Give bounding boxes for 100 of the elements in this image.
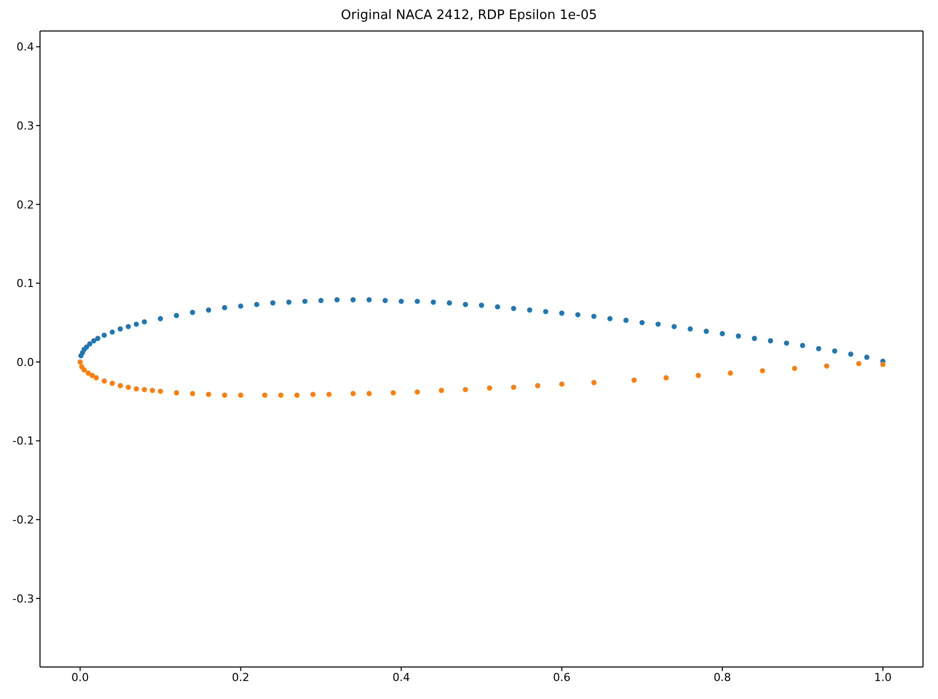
y-tick-label: 0.1 [16, 277, 34, 290]
point [134, 322, 139, 327]
point [350, 390, 356, 396]
point [414, 389, 420, 395]
point [438, 388, 444, 393]
point [559, 381, 564, 387]
point [270, 300, 276, 306]
point [784, 340, 790, 346]
point [142, 386, 147, 392]
point [527, 307, 532, 313]
point [158, 316, 164, 322]
point [768, 338, 774, 344]
point [190, 310, 196, 315]
point [318, 298, 324, 304]
point [832, 348, 838, 354]
y-tick-label: -0.2 [12, 514, 34, 527]
point [174, 390, 180, 396]
point [656, 322, 661, 327]
point [118, 326, 123, 332]
point [126, 384, 131, 390]
point [792, 366, 798, 371]
point [816, 346, 822, 352]
point [446, 300, 452, 306]
point [631, 378, 637, 383]
y-tick-label: -0.3 [12, 592, 34, 606]
chart-title: Original NACA 2412, RDP Epsilon 1e-05 [340, 8, 598, 24]
point [704, 328, 709, 334]
point [856, 360, 862, 366]
point [91, 338, 96, 344]
point [511, 384, 516, 390]
point [134, 386, 139, 392]
point [78, 359, 83, 365]
point [222, 392, 228, 398]
point [118, 383, 123, 388]
point [366, 390, 372, 396]
point [350, 297, 356, 302]
point [535, 383, 540, 388]
point [286, 300, 292, 305]
point [206, 307, 212, 313]
point [102, 378, 107, 384]
y-tick-label: 0.3 [16, 119, 34, 132]
y-tick-label: -0.1 [12, 434, 34, 448]
point [82, 367, 87, 372]
point [728, 370, 733, 376]
point [591, 380, 596, 386]
point [94, 375, 99, 380]
point [696, 372, 701, 378]
point [430, 300, 436, 305]
point [494, 304, 500, 310]
point [150, 388, 155, 393]
x-tick-label: 1.0 [874, 670, 892, 684]
point [126, 324, 131, 330]
point [398, 298, 404, 304]
point [559, 310, 564, 316]
point [310, 392, 316, 397]
point [86, 370, 91, 376]
point [639, 320, 645, 326]
point [84, 344, 90, 350]
point [90, 372, 95, 378]
point [190, 390, 196, 396]
point [238, 303, 244, 309]
point [142, 319, 147, 324]
point [102, 332, 107, 338]
x-tick-label: 0.6 [553, 670, 571, 684]
point [664, 375, 669, 380]
x-tick-label: 0.8 [714, 670, 732, 684]
point [326, 392, 332, 397]
point [334, 297, 340, 302]
point [575, 312, 580, 318]
point [302, 298, 308, 304]
point [864, 354, 870, 360]
point [254, 302, 260, 308]
point [800, 342, 806, 348]
point [206, 392, 212, 397]
point [110, 380, 115, 386]
point [688, 326, 693, 332]
point [414, 298, 420, 304]
point [607, 316, 613, 322]
point [110, 329, 115, 335]
x-tick-label: 0.2 [232, 670, 250, 684]
point [262, 392, 268, 398]
point [366, 297, 372, 302]
point [880, 362, 886, 367]
point [95, 336, 100, 341]
point [486, 385, 492, 391]
point [824, 363, 830, 369]
point [222, 305, 228, 310]
point [462, 386, 468, 392]
x-tick-label: 0.4 [392, 670, 410, 684]
point [752, 336, 758, 341]
point [720, 331, 725, 336]
point [623, 318, 629, 323]
point [382, 298, 388, 304]
point [543, 308, 548, 314]
x-tick-label: 0.0 [71, 670, 89, 684]
point [87, 341, 92, 346]
point [511, 306, 516, 312]
y-tick-label: 0.4 [16, 40, 34, 54]
point [760, 368, 766, 374]
point [158, 388, 164, 394]
